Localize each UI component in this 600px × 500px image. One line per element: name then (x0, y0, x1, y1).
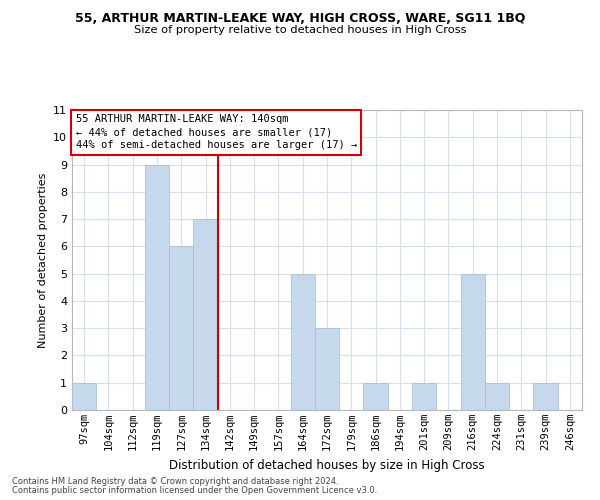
Text: 55 ARTHUR MARTIN-LEAKE WAY: 140sqm
← 44% of detached houses are smaller (17)
44%: 55 ARTHUR MARTIN-LEAKE WAY: 140sqm ← 44%… (76, 114, 357, 150)
Bar (412, 382, 436, 410)
Text: Contains HM Land Registry data © Crown copyright and database right 2024.: Contains HM Land Registry data © Crown c… (12, 477, 338, 486)
Y-axis label: Number of detached properties: Number of detached properties (38, 172, 47, 348)
Bar (315, 328, 339, 410)
Bar (290, 274, 315, 410)
Bar (72, 382, 96, 410)
Bar (533, 382, 558, 410)
Bar (169, 246, 193, 410)
Text: 55, ARTHUR MARTIN-LEAKE WAY, HIGH CROSS, WARE, SG11 1BQ: 55, ARTHUR MARTIN-LEAKE WAY, HIGH CROSS,… (75, 12, 525, 26)
Text: Contains public sector information licensed under the Open Government Licence v3: Contains public sector information licen… (12, 486, 377, 495)
Bar (485, 382, 509, 410)
X-axis label: Distribution of detached houses by size in High Cross: Distribution of detached houses by size … (169, 458, 485, 471)
Bar (461, 274, 485, 410)
Bar (364, 382, 388, 410)
Text: Size of property relative to detached houses in High Cross: Size of property relative to detached ho… (134, 25, 466, 35)
Bar (145, 164, 169, 410)
Bar (193, 219, 218, 410)
